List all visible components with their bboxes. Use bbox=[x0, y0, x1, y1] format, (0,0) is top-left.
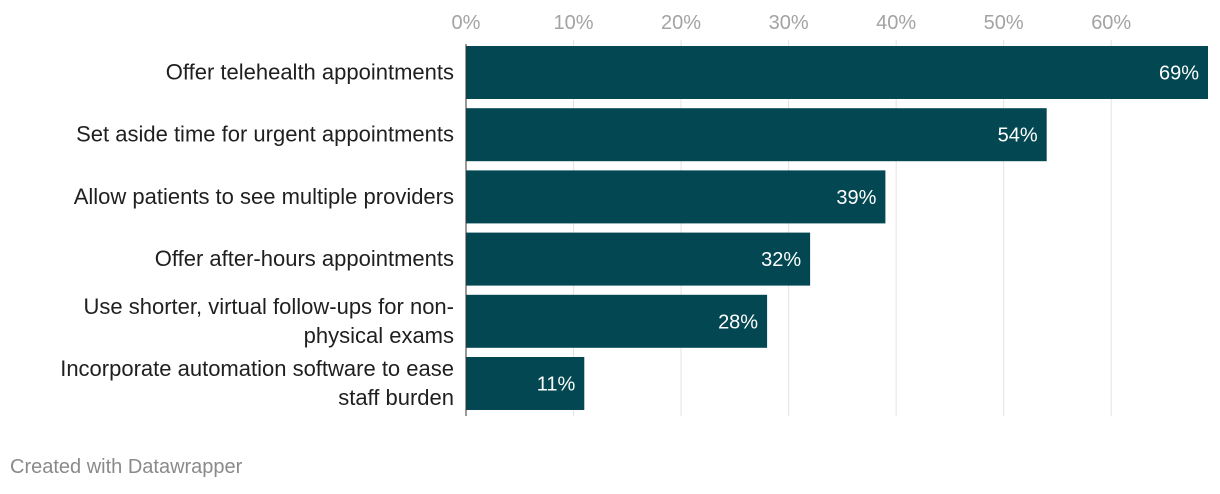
x-tick-label: 30% bbox=[769, 12, 809, 34]
bar-value-label: 28% bbox=[718, 311, 758, 333]
bar-value-label: 32% bbox=[761, 249, 801, 271]
x-tick-label: 20% bbox=[661, 12, 701, 34]
x-tick-label: 50% bbox=[984, 12, 1024, 34]
category-label: staff burden bbox=[338, 385, 454, 410]
bar bbox=[466, 108, 1047, 162]
category-label: physical exams bbox=[304, 323, 454, 348]
bar-value-label: 54% bbox=[998, 125, 1038, 147]
bar-value-label: 11% bbox=[537, 374, 576, 396]
category-label: Incorporate automation software to ease bbox=[60, 356, 454, 381]
category-label: Set aside time for urgent appointments bbox=[76, 122, 454, 147]
bar-value-label: 39% bbox=[836, 187, 876, 209]
x-tick-label: 60% bbox=[1091, 12, 1131, 34]
x-tick-label: 10% bbox=[554, 12, 594, 34]
category-label: Allow patients to see multiple providers bbox=[74, 184, 454, 209]
category-label: Use shorter, virtual follow-ups for non- bbox=[84, 294, 455, 319]
category-label: Offer telehealth appointments bbox=[166, 60, 454, 85]
x-tick-label: 40% bbox=[876, 12, 916, 34]
bar bbox=[466, 232, 811, 286]
bar bbox=[466, 170, 886, 224]
bar-chart: 0% 10% 20% 30% 40% 50% 60% 69% Offer telehealth … bbox=[60, 12, 1208, 416]
category-label: Offer after-hours appointments bbox=[155, 246, 454, 271]
x-tick-label: 0% bbox=[452, 12, 481, 34]
bar-value-label: 69% bbox=[1159, 63, 1199, 85]
datawrapper-credit: Created with Datawrapper bbox=[10, 456, 243, 478]
bar bbox=[466, 294, 768, 348]
bar bbox=[466, 357, 585, 410]
bar bbox=[466, 46, 1208, 99]
